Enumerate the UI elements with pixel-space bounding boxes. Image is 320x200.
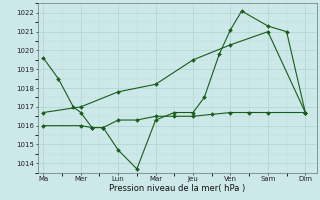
X-axis label: Pression niveau de la mer( hPa ): Pression niveau de la mer( hPa ) (109, 184, 245, 193)
